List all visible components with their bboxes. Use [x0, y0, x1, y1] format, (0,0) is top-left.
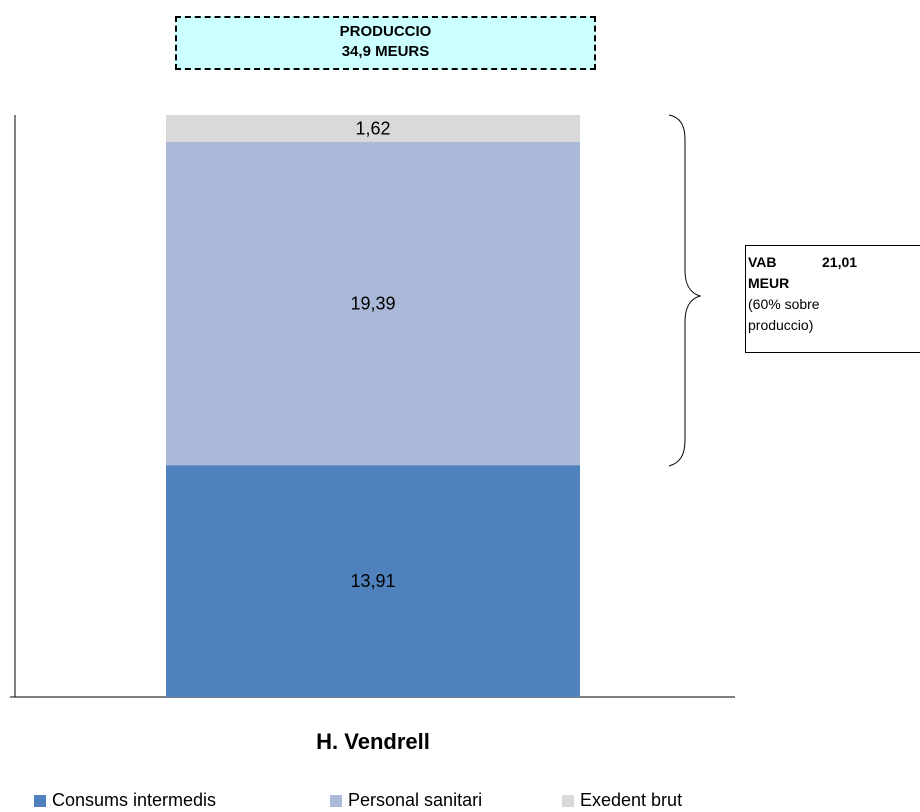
data-label-2: 19,39: [350, 294, 395, 314]
vab-note-line2: produccio): [748, 317, 814, 333]
legend-swatch: [34, 794, 46, 807]
legend-label: Exedent brut: [580, 790, 683, 810]
legend-item-1: Consums intermedis: [34, 790, 216, 811]
vab-label: VAB: [748, 254, 777, 270]
vab-unit: MEUR: [748, 275, 790, 291]
data-label-3: 1,62: [355, 119, 390, 139]
legend-item-3: Exedent brut: [562, 790, 682, 811]
legend-swatch: [562, 794, 574, 807]
vab-value: 21,01: [822, 254, 858, 270]
bar-segment-1: [166, 465, 580, 697]
legend-label: Consums intermedis: [52, 790, 217, 810]
legend-item-2: Personal sanitari: [330, 790, 482, 811]
bar-segment-3: [166, 115, 580, 142]
vab-brace: [668, 114, 702, 467]
production-label: PRODUCCIO: [339, 23, 432, 40]
bar-segment-2: [166, 142, 580, 466]
vab-box: VAB 21,01 MEUR (60% sobre produccio): [745, 245, 920, 353]
vab-note-line1: (60% sobre: [748, 296, 820, 312]
production-value: 34,9 MEURS: [341, 43, 430, 60]
legend: Consums intermedis Personal sanitari Exede…: [34, 790, 894, 812]
data-label-1: 13,91: [350, 571, 395, 591]
legend-label: Personal sanitari: [348, 790, 483, 810]
production-box: PRODUCCIO 34,9 MEURS: [175, 16, 596, 70]
legend-swatch: [330, 794, 342, 807]
category-label: H. Vendrell: [316, 729, 430, 754]
